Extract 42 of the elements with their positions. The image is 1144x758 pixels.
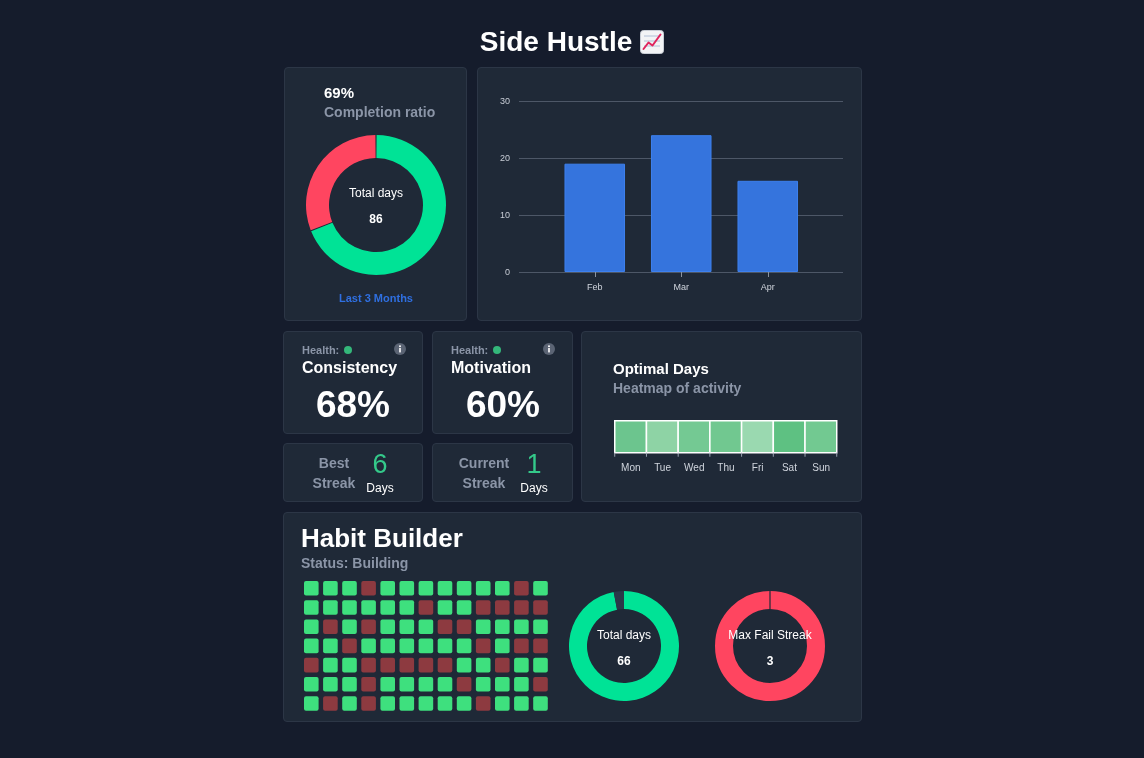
text: Total days xyxy=(348,186,404,200)
text: Status: Building xyxy=(301,555,409,571)
category-label: Tue xyxy=(654,461,671,473)
bar xyxy=(650,135,712,272)
text: Days xyxy=(520,481,548,495)
x-tick-label: Feb xyxy=(586,281,603,292)
category-label: Thu xyxy=(717,461,735,473)
text: Health: xyxy=(302,344,340,356)
y-tick-label: 0 xyxy=(504,267,510,277)
x-tick-label: Apr xyxy=(760,281,775,292)
text: 68% xyxy=(315,384,391,426)
text: Optimal Days xyxy=(613,359,709,377)
bar xyxy=(564,163,626,272)
text: Total days xyxy=(596,628,652,642)
chart-title: 69% xyxy=(324,83,355,101)
y-tick-label: 20 xyxy=(499,153,510,163)
text: Last 3 Months xyxy=(339,292,413,304)
text: Heatmap of activity xyxy=(613,380,742,396)
text: 1 xyxy=(526,448,542,480)
chart-subtitle: Completion ratio xyxy=(324,104,436,120)
category-label: Sun xyxy=(812,461,831,473)
text: Best Streak xyxy=(311,454,357,493)
text: Current Streak xyxy=(457,454,511,493)
text: Motivation xyxy=(451,359,531,377)
text: Days xyxy=(366,481,394,495)
y-tick-label: 30 xyxy=(499,96,510,106)
text: 66 xyxy=(617,654,631,668)
text: Side Hustle xyxy=(479,26,633,58)
category-label: Sat xyxy=(781,461,797,473)
y-tick-label: 10 xyxy=(499,210,510,220)
category-label: Mon xyxy=(621,461,641,473)
category-label: Wed xyxy=(684,461,705,473)
text: Consistency xyxy=(302,359,398,377)
x-tick-label: Mar xyxy=(673,281,689,292)
text: Habit Builder xyxy=(301,522,463,554)
category-label: Fri xyxy=(751,461,764,473)
text: 6 xyxy=(372,448,388,480)
text: 86 xyxy=(369,212,383,226)
bar xyxy=(737,180,799,272)
text: 3 xyxy=(766,654,774,668)
text: 60% xyxy=(465,384,541,426)
text: Health: xyxy=(451,344,489,356)
